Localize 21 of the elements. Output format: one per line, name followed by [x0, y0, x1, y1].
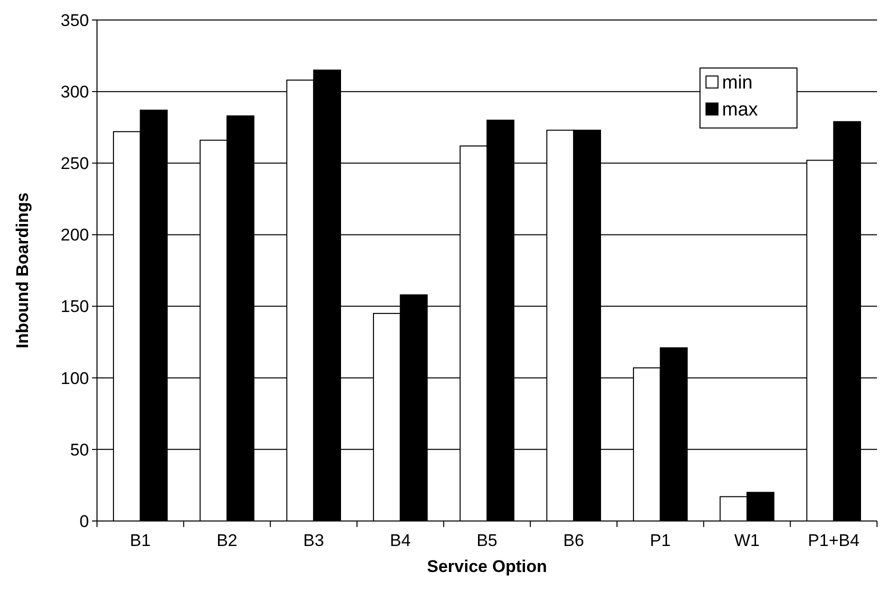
x-tick-label: B6 [563, 531, 584, 550]
y-tick-label: 50 [70, 440, 89, 460]
x-axis-title: Service Option [427, 557, 547, 576]
x-tick-label: B4 [390, 531, 411, 550]
legend-label: max [722, 100, 758, 121]
x-tick-label: B2 [216, 531, 238, 550]
x-tick-label: B1 [130, 531, 151, 550]
y-tick-label: 0 [80, 512, 89, 531]
x-tick-label: P1+B4 [808, 531, 860, 550]
y-tick-label: 350 [60, 10, 89, 30]
y-axis-title: Inbound Boardings [13, 192, 32, 348]
x-tick-label: P1 [650, 531, 671, 550]
x-tick-label: B5 [476, 531, 498, 550]
y-tick-label: 150 [60, 297, 89, 316]
x-tick-label: B3 [303, 531, 324, 550]
x-tick-label: W1 [734, 531, 760, 550]
y-tick-label: 250 [60, 154, 89, 174]
y-tick-label: 200 [60, 226, 89, 245]
legend-label: min [722, 72, 753, 94]
y-tick-label: 300 [60, 82, 89, 102]
y-tick-label: 100 [60, 368, 89, 388]
